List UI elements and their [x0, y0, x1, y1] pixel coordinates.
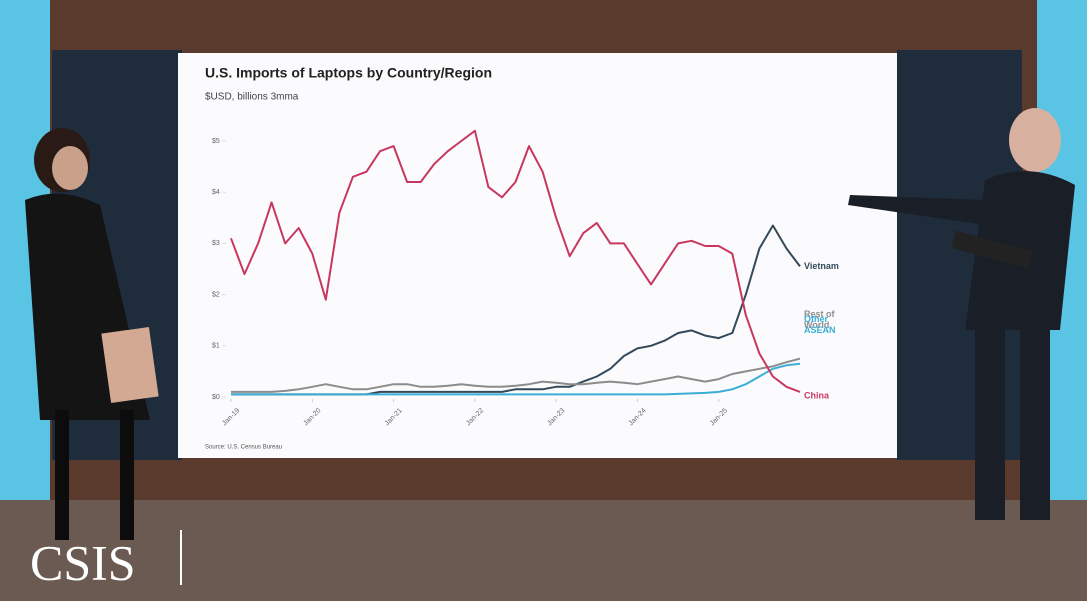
legend-label: Rest of World — [804, 308, 835, 330]
presenter-left — [25, 128, 159, 540]
chart-title: U.S. Imports of Laptops by Country/Regio… — [205, 65, 492, 81]
series-line — [230, 129, 801, 393]
y-tick-label: $5 — [212, 138, 220, 145]
legend-text: Rest of World — [804, 308, 835, 330]
source: Source: U.S. Census Bureau — [205, 445, 282, 451]
legend-label: Other ASEAN — [804, 313, 836, 335]
chart-subtitle: $USD, billions 3mma — [205, 92, 299, 103]
presenter-right — [848, 108, 1075, 520]
y-tick-label: $0 — [212, 394, 220, 401]
y-tick-label: $4 — [212, 189, 220, 196]
y-tick-label: $3 — [212, 240, 220, 247]
legend-label: Vietnam — [804, 261, 839, 271]
legend-text: Other ASEAN — [804, 313, 836, 335]
logo-bar — [180, 530, 182, 585]
legend-label: China — [804, 390, 830, 400]
floor — [0, 500, 1087, 601]
y-tick-label: $1 — [212, 343, 220, 350]
screen — [178, 53, 897, 458]
logo: CSIS — [30, 534, 136, 590]
series-line — [231, 357, 801, 393]
y-tick-label: $2 — [212, 291, 220, 298]
series-line — [231, 362, 801, 396]
